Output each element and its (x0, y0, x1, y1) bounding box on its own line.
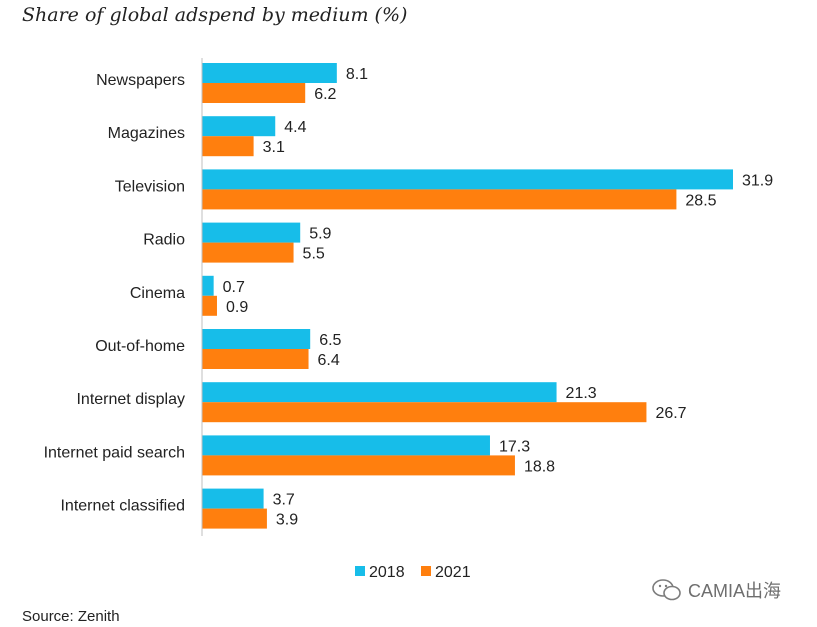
category-label: Internet classified (60, 498, 185, 515)
bar-2021 (202, 242, 294, 263)
data-label: 6.5 (319, 332, 341, 349)
bar-2018 (202, 169, 733, 190)
data-label: 6.2 (314, 86, 336, 103)
category-label: Out-of-home (95, 338, 185, 355)
category-label: Internet paid search (44, 444, 185, 461)
data-label: 17.3 (499, 438, 530, 455)
data-label: 26.7 (655, 405, 686, 422)
data-label: 0.9 (226, 299, 248, 316)
chart-title: Share of global adspend by medium (%) (22, 4, 408, 26)
data-label: 21.3 (566, 385, 597, 402)
category-label: Cinema (130, 285, 185, 302)
bar-2021 (202, 402, 647, 423)
data-label: 0.7 (223, 279, 245, 296)
data-label: 6.4 (318, 352, 340, 369)
category-label: Newspapers (96, 72, 185, 89)
bar-2021 (202, 295, 217, 316)
bar-2018 (202, 488, 264, 509)
legend-swatch-2021 (421, 566, 431, 576)
data-label: 4.4 (284, 119, 306, 136)
data-label: 8.1 (346, 66, 368, 83)
bar-2018 (202, 63, 337, 83)
bar-2018 (202, 275, 214, 296)
bar-2021 (202, 455, 515, 476)
legend-swatch-2018 (355, 566, 365, 576)
bar-2021 (202, 508, 267, 529)
data-label: 31.9 (742, 172, 773, 189)
category-label: Radio (143, 232, 185, 249)
bar-2021 (202, 349, 309, 369)
source-note: Source: Zenith (22, 608, 120, 625)
data-label: 5.5 (303, 246, 325, 263)
data-label: 18.8 (524, 458, 555, 475)
wechat-icon (652, 579, 681, 601)
watermark-text: CAMIA出海 (688, 581, 782, 601)
watermark: CAMIA出海 (652, 577, 781, 603)
category-label: Television (115, 178, 185, 195)
bar-2021 (202, 83, 306, 103)
legend-label-2018: 2018 (369, 564, 405, 581)
bar-2021 (202, 189, 677, 210)
bar-2018 (202, 382, 557, 403)
data-label: 3.1 (263, 139, 285, 156)
data-label: 3.9 (276, 512, 298, 529)
bar-2018 (202, 435, 490, 456)
bar-2018 (202, 222, 301, 243)
bar-2018 (202, 329, 311, 349)
data-label: 3.7 (273, 492, 295, 509)
category-label: Internet display (76, 391, 185, 408)
legend-label-2021: 2021 (435, 564, 471, 581)
data-label: 28.5 (685, 192, 716, 209)
bar-chart: Newspapers 8.1 6.2 Magazines 4.4 3.1 Televisio… (44, 58, 773, 581)
data-label: 5.9 (309, 226, 331, 243)
bar-2018 (202, 116, 276, 137)
bar-2021 (202, 136, 254, 157)
category-label: Magazines (108, 125, 185, 142)
